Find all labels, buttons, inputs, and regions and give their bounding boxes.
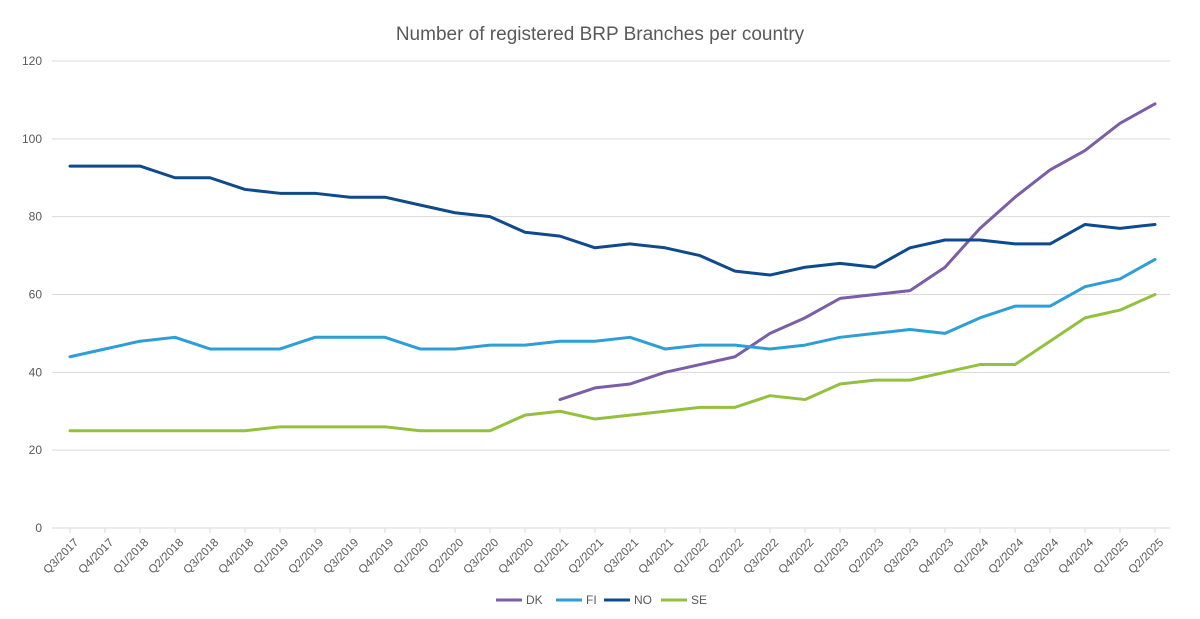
x-tick-label: Q1/2020 (392, 537, 432, 577)
x-tick-label: Q4/2023 (917, 537, 957, 577)
x-tick-label: Q2/2025 (1127, 537, 1167, 577)
x-tick-label: Q2/2024 (987, 536, 1027, 576)
x-tick-label: Q1/2022 (672, 537, 712, 577)
x-tick-label: Q3/2024 (1022, 536, 1062, 576)
legend-item-se: SE (661, 593, 707, 607)
x-tick-label: Q3/2023 (882, 537, 922, 577)
legend-item-no: NO (604, 593, 652, 607)
x-tick-label: Q1/2024 (952, 536, 992, 576)
x-tick-label: Q3/2019 (322, 537, 362, 577)
x-tick-label: Q3/2021 (602, 537, 642, 577)
x-tick-label: Q2/2018 (147, 537, 187, 577)
y-tick-label: 40 (29, 365, 43, 379)
y-tick-label: 0 (35, 521, 42, 535)
legend-label: NO (634, 593, 652, 607)
x-tick-label: Q2/2020 (427, 537, 467, 577)
legend-item-dk: DK (496, 593, 543, 607)
x-tick-label: Q2/2019 (287, 537, 327, 577)
y-tick-label: 60 (29, 288, 43, 302)
x-tick-label: Q3/2020 (462, 537, 502, 577)
legend-label: FI (586, 593, 597, 607)
y-tick-label: 20 (29, 443, 43, 457)
legend-label: DK (526, 593, 543, 607)
x-tick-label: Q3/2018 (182, 537, 222, 577)
x-tick-label: Q4/2024 (1057, 536, 1097, 576)
series-line-dk (558, 102, 1157, 402)
chart-title: Number of registered BRP Branches per co… (396, 24, 805, 45)
legend-item-fi: FI (556, 593, 597, 607)
y-tick-label: 100 (22, 132, 42, 146)
x-tick-label: Q1/2023 (812, 537, 852, 577)
x-tick-label: Q2/2023 (847, 537, 887, 577)
x-tick-label: Q4/2022 (777, 537, 817, 577)
x-tick-label: Q4/2019 (357, 537, 397, 577)
x-tick-label: Q1/2021 (532, 537, 572, 577)
x-tick-label: Q2/2022 (707, 537, 747, 577)
x-tick-label: Q3/2017 (42, 537, 82, 577)
x-tick-label: Q4/2018 (217, 537, 257, 577)
series-line-fi (68, 257, 1157, 359)
x-tick-label: Q1/2018 (112, 537, 152, 577)
series-line-se (68, 293, 1157, 433)
x-tick-label: Q3/2022 (742, 537, 782, 577)
x-axis-ticks: Q3/2017Q4/2017Q1/2018Q2/2018Q3/2018Q4/20… (42, 528, 1167, 577)
gridlines (52, 60, 1170, 529)
x-tick-label: Q4/2020 (497, 537, 537, 577)
x-tick-label: Q4/2021 (637, 537, 677, 577)
x-tick-label: Q4/2017 (77, 537, 117, 577)
series-lines (68, 102, 1157, 433)
legend: DK FI NO SE (496, 593, 707, 607)
y-tick-label: 120 (22, 54, 42, 68)
x-tick-label: Q2/2021 (567, 537, 607, 577)
x-tick-label: Q1/2025 (1092, 537, 1132, 577)
y-axis-ticks: 0 20 40 60 80 100 120 (22, 54, 42, 535)
series-line-no (68, 164, 1157, 277)
y-tick-label: 80 (29, 210, 43, 224)
x-tick-label: Q1/2019 (252, 537, 292, 577)
legend-label: SE (691, 593, 707, 607)
